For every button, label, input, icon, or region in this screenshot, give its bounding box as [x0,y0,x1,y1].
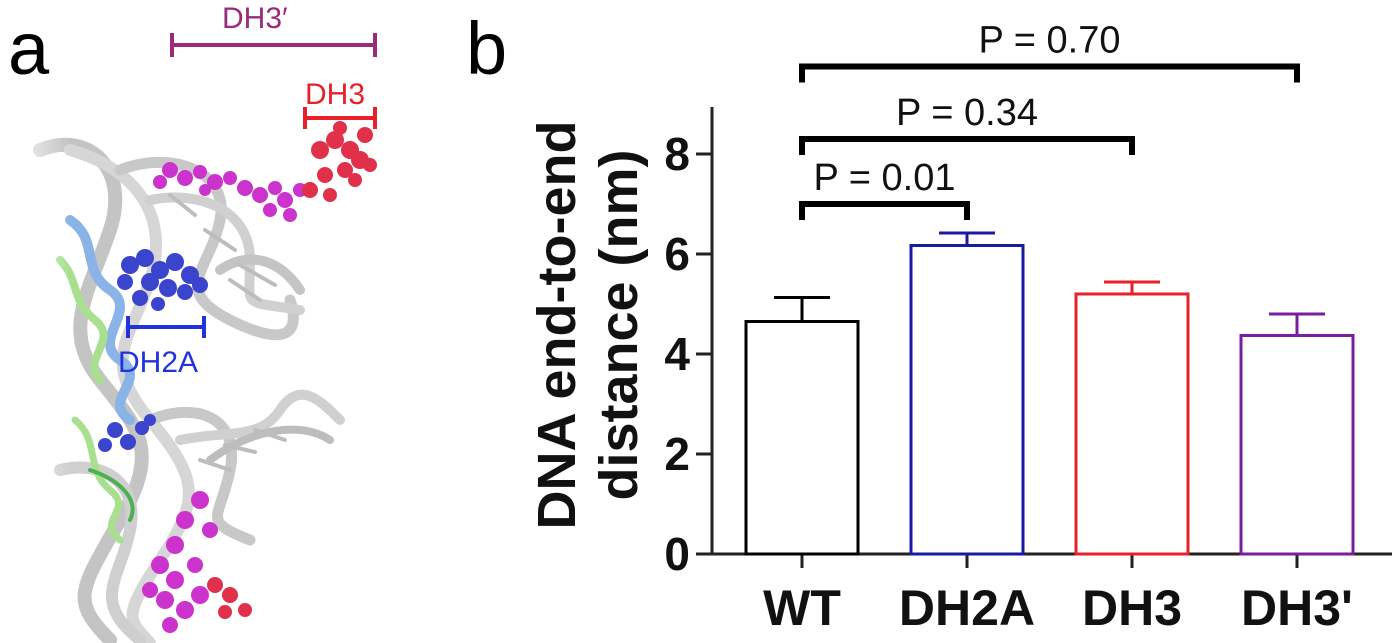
significance-bracket [799,201,970,220]
y-axis-title: DNA end-to-end distance (nm) [527,121,649,530]
y-tick-label: 8 [664,128,690,180]
p-value-label: P = 0.70 [979,20,1121,62]
dh2a-atoms-illustration [98,249,208,452]
y-tick-label: 4 [664,328,690,380]
dh3-prime-label: DH3′ [222,2,288,35]
y-tick-label: 0 [664,528,690,580]
significance-brackets: P = 0.01 P = 0.34 P = 0.70 [799,20,1300,220]
bar-wt [744,320,860,556]
fade-overlay [0,120,70,643]
panel-b: b DNA end-to-end distance (nm) 0 2 4 6 8 WT D… [466,7,1392,636]
bar-dh3 [1074,292,1190,556]
p-value-label: P = 0.34 [896,92,1038,134]
y-tick-label: 6 [664,228,690,280]
dh3-prime-atoms-illustration [142,162,307,633]
panel-b-letter: b [466,7,507,90]
dh3-prime-span [170,33,377,57]
dh3-label: DH3 [305,78,365,111]
category-label: DH3 [1082,580,1182,636]
category-label: DH3' [1241,580,1353,636]
bar-dh3 [1239,334,1355,556]
dh2a-span [126,316,206,338]
significance-bracket [799,63,1300,83]
y-axis-title-line-2: distance (nm) [589,149,649,500]
y-axis-title-line-1: DNA end-to-end [527,121,587,530]
dh3-span [303,107,377,129]
panel-a-letter: a [8,7,50,90]
y-tick-label: 2 [664,428,690,480]
protein-ribbons-illustration [56,215,135,544]
category-label: WT [763,580,841,636]
panel-a: a [0,2,377,643]
category-label: DH2A [899,580,1035,636]
dh2a-label: DH2A [118,346,198,379]
p-value-label: P = 0.01 [814,157,956,199]
significance-bracket [799,136,1135,155]
bars [744,231,1355,568]
dh3-atoms-illustration [207,121,377,619]
category-labels: WT DH2A DH3 DH3' [763,580,1353,636]
bar-dh2a [909,244,1025,556]
y-ticks: 0 2 4 6 8 [664,128,712,580]
